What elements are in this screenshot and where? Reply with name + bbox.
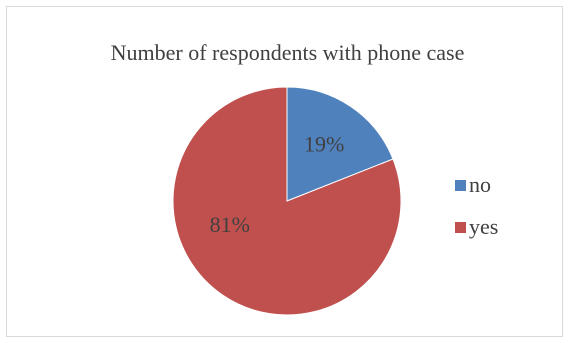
legend-item-yes: yes <box>455 213 498 241</box>
legend: no yes <box>455 171 498 255</box>
data-label-yes: 81% <box>210 212 250 237</box>
pie-slice-no <box>286 86 394 202</box>
data-label-no: 19% <box>304 131 344 156</box>
legend-label-yes: yes <box>469 214 499 239</box>
pie-slice-yes <box>172 86 402 316</box>
chart-title: Number of respondents with phone case <box>110 40 465 65</box>
legend-swatch-yes <box>455 221 466 233</box>
legend-swatch-no <box>455 179 466 191</box>
legend-label-no: no <box>469 172 491 197</box>
legend-item-no: no <box>455 171 498 199</box>
